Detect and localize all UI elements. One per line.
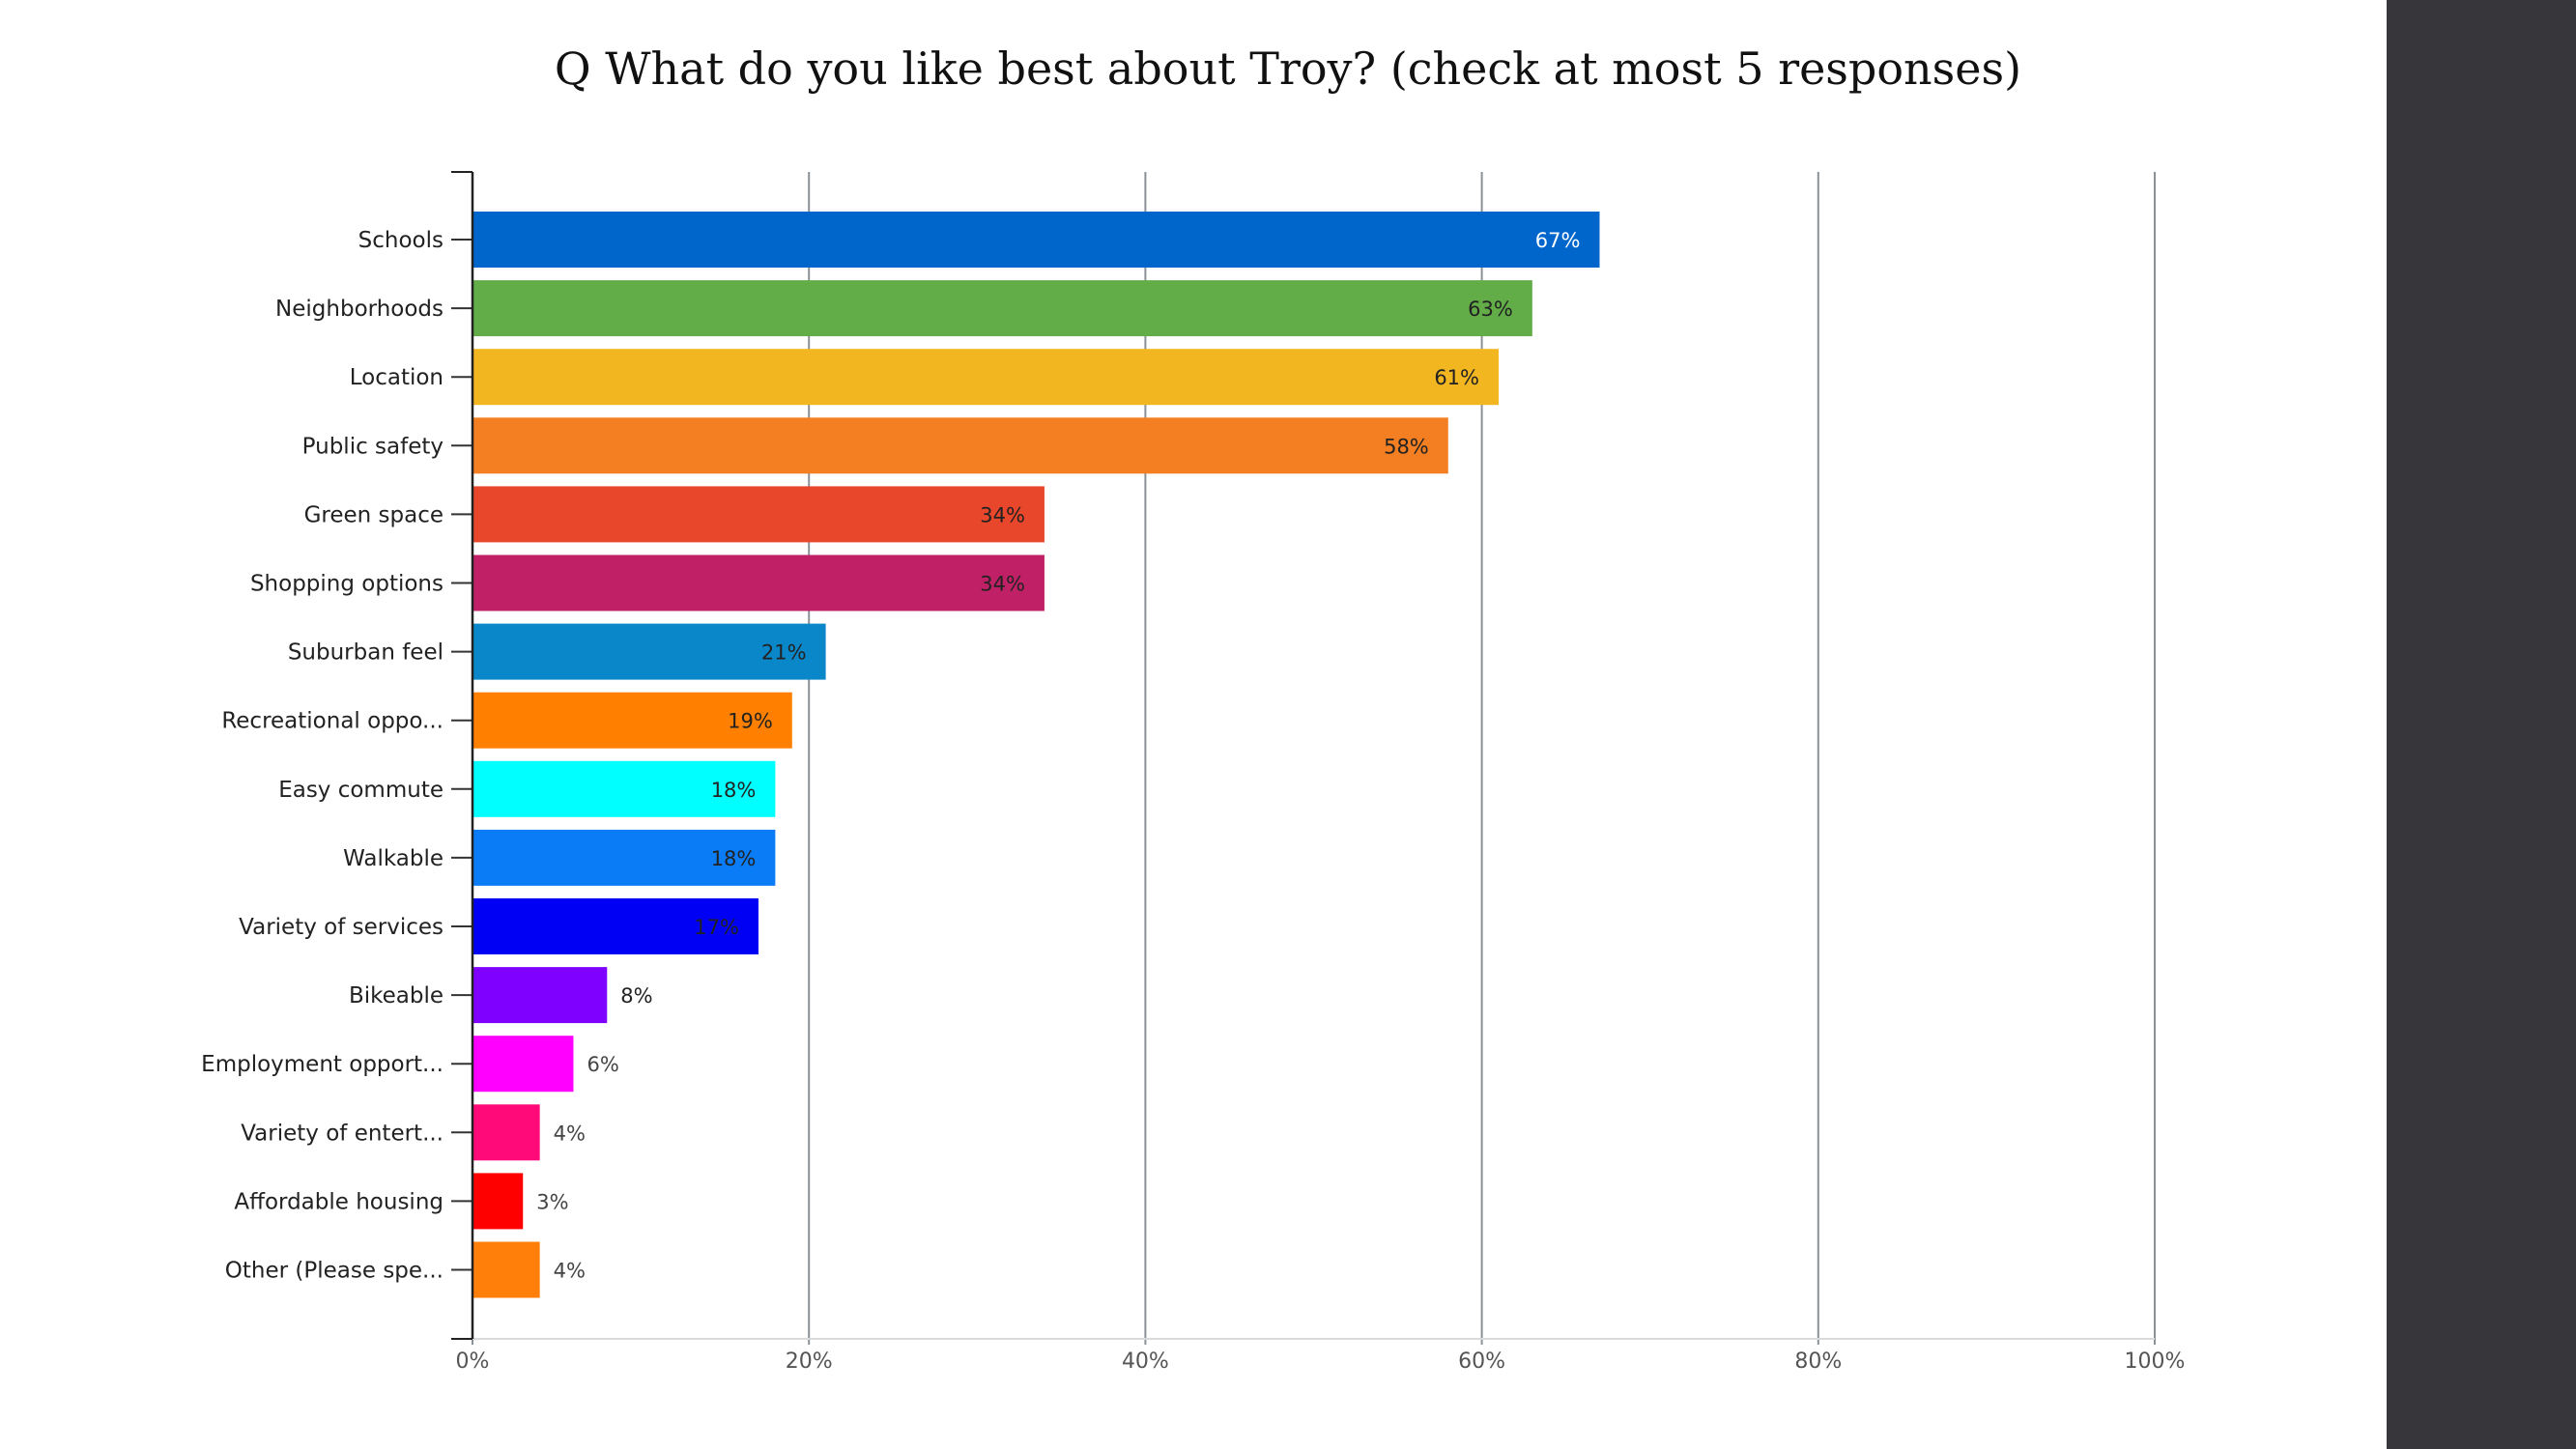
data-label: 18% [711,847,757,870]
data-label: 63% [1468,298,1513,321]
category-label: Variety of entert... [241,1121,444,1146]
category-label: Neighborhoods [275,297,444,322]
bar-chart: 0% 20% 40% 60% 80% 100% Schools 67% Neighborhoo… [201,171,2186,1374]
bar [472,486,1045,543]
x-tick-label: 40% [1122,1350,1169,1374]
data-label: 18% [711,779,757,802]
data-label: 3% [536,1190,568,1213]
bar [472,898,758,954]
bar [472,692,792,749]
data-label: 6% [587,1053,618,1076]
category-label: Green space [304,502,444,527]
category-label: Variety of services [239,915,444,940]
data-label: 21% [761,641,807,665]
data-label: 34% [980,573,1025,596]
labels: Schools 67% Neighborhoods 63% Location 61% Pub… [201,228,1580,1284]
x-tick-label: 60% [1458,1350,1505,1374]
data-label: 61% [1434,366,1479,389]
data-label: 67% [1535,229,1581,252]
gridlines [808,172,2156,1339]
bar [472,349,1500,406]
chart-title: Q What do you like best about Troy? (che… [0,43,2576,95]
data-label: 58% [1384,435,1429,458]
category-label: Affordable housing [234,1189,444,1214]
bar [472,212,1600,268]
data-label: 17% [694,916,739,939]
category-label: Schools [358,228,444,253]
category-label: Location [350,365,444,390]
category-label: Public safety [302,434,444,459]
bar [472,1036,574,1093]
x-tick-label: 100% [2125,1350,2186,1374]
bar [472,829,776,886]
category-label: Walkable [343,846,444,871]
category-label: Suburban feel [288,640,444,666]
bar [472,1104,540,1161]
data-label: 8% [620,984,652,1008]
bar [472,1173,524,1230]
bar [472,967,608,1024]
data-label: 4% [554,1260,586,1283]
data-label: 4% [554,1122,586,1145]
category-label: Recreational oppo... [221,709,444,734]
bar [472,623,826,680]
category-label: Other (Please spe... [225,1259,444,1284]
category-label: Shopping options [250,572,444,597]
data-label: 34% [980,503,1025,526]
bar [472,760,776,817]
x-tick-label: 20% [786,1350,833,1374]
category-label: Easy commute [278,778,444,803]
chart-title-text: Q What do you like best about Troy? (che… [554,43,2022,95]
axes: 0% 20% 40% 60% 80% 100% [451,171,2186,1374]
x-tick-label: 80% [1794,1350,1842,1374]
bars [472,212,1600,1298]
category-label: Employment opport... [201,1052,444,1077]
bar [472,280,1532,337]
side-panel [2387,0,2576,1449]
bar [472,554,1045,611]
category-label: Bikeable [349,983,444,1009]
data-label: 19% [728,710,773,733]
x-tick-label: 0% [456,1350,490,1374]
bar [472,417,1448,474]
bar [472,1241,540,1298]
